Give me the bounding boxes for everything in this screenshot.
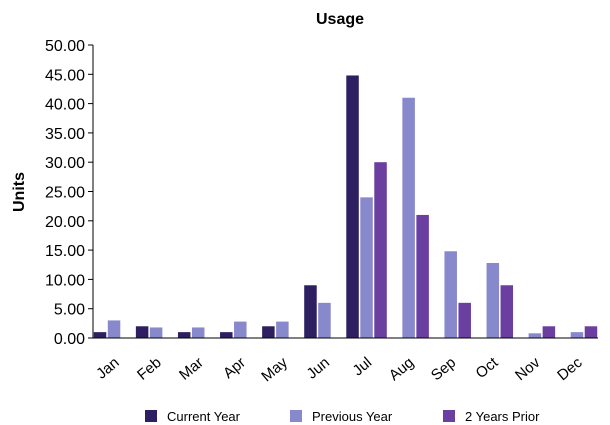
bar-current-year-mar bbox=[177, 332, 191, 338]
bar-previous-year-feb bbox=[149, 327, 163, 338]
x-tick-label: Jul bbox=[349, 354, 375, 379]
y-tick-label: 35.00 bbox=[45, 126, 85, 143]
legend-swatch bbox=[290, 410, 302, 422]
y-tick-label: 20.00 bbox=[45, 214, 85, 231]
bar-current-year-feb bbox=[135, 326, 149, 338]
x-tick-label: Mar bbox=[176, 354, 207, 384]
chart-title: Usage bbox=[316, 11, 364, 28]
legend-swatch bbox=[145, 410, 157, 422]
y-tick-label: 25.00 bbox=[45, 185, 85, 202]
bar-previous-year-aug bbox=[402, 97, 415, 339]
bar-previous-year-nov bbox=[528, 333, 542, 338]
y-tick-label: 10.00 bbox=[45, 272, 85, 289]
x-tick-label: Apr bbox=[220, 354, 249, 382]
bar-current-year-apr bbox=[220, 332, 233, 338]
bar-current-year-jan bbox=[93, 332, 107, 338]
y-tick-label: 5.00 bbox=[54, 302, 85, 319]
bar-2-years-prior-oct bbox=[500, 285, 514, 338]
bar-current-year-may bbox=[262, 326, 275, 338]
x-tick-label: Jan bbox=[93, 354, 122, 383]
legend: Current Year Previous Year 2 Years Prior bbox=[145, 409, 540, 424]
bar-2-years-prior-jul bbox=[374, 162, 387, 338]
legend-label: 2 Years Prior bbox=[465, 409, 540, 424]
x-tick-label: Oct bbox=[473, 354, 502, 383]
y-tick-label: 0.00 bbox=[54, 331, 85, 348]
x-tick-label: Dec bbox=[554, 354, 586, 384]
bar-previous-year-oct bbox=[486, 262, 500, 338]
x-tick-label: Sep bbox=[428, 354, 459, 384]
bar-2-years-prior-nov bbox=[542, 326, 556, 338]
x-tick-label: Jun bbox=[304, 354, 333, 383]
bar-current-year-jun bbox=[304, 285, 317, 338]
legend-label: Current Year bbox=[167, 409, 241, 424]
y-tick-label: 45.00 bbox=[45, 67, 85, 84]
y-tick-label: 50.00 bbox=[45, 38, 85, 55]
y-tick-label: 15.00 bbox=[45, 243, 85, 260]
x-axis-ticks: Jan Feb Mar Apr May Jun Jul Aug Sep Oct Nov Dec bbox=[93, 354, 586, 386]
legend-swatch bbox=[443, 410, 455, 422]
y-axis-ticks: 0.00 5.00 10.00 15.00 20.00 25.00 30.00 35.00 40… bbox=[45, 38, 93, 348]
x-tick-label: May bbox=[258, 354, 291, 386]
bar-2-years-prior-dec bbox=[584, 326, 598, 338]
bar-current-year-jul bbox=[346, 75, 359, 339]
y-tick-label: 30.00 bbox=[45, 155, 85, 172]
x-tick-label: Nov bbox=[512, 354, 544, 384]
bar-previous-year-jun bbox=[318, 302, 331, 338]
bar-previous-year-jan bbox=[107, 320, 121, 338]
bar-previous-year-dec bbox=[570, 332, 584, 338]
y-tick-label: 40.00 bbox=[45, 97, 85, 114]
legend-label: Previous Year bbox=[312, 409, 393, 424]
bar-previous-year-jul bbox=[360, 197, 373, 338]
x-tick-label: Aug bbox=[386, 354, 417, 384]
bar-previous-year-sep bbox=[444, 251, 457, 338]
y-axis-label: Units bbox=[11, 172, 28, 212]
bars bbox=[93, 75, 598, 339]
bar-previous-year-apr bbox=[234, 321, 247, 338]
x-tick-label: Feb bbox=[134, 354, 165, 384]
bar-previous-year-may bbox=[276, 321, 289, 338]
bar-2-years-prior-sep bbox=[458, 302, 471, 338]
bar-previous-year-mar bbox=[191, 327, 205, 338]
bar-2-years-prior-aug bbox=[416, 214, 429, 338]
